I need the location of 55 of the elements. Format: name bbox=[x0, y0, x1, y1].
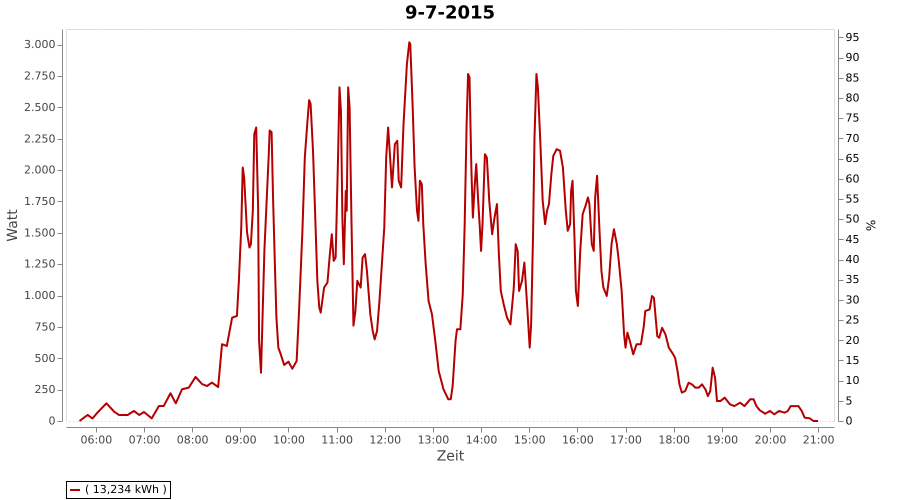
x-axis-title: Zeit bbox=[436, 448, 465, 464]
y-tick-label: 2.250 bbox=[24, 132, 56, 146]
y2-tick-label: 10 bbox=[846, 374, 860, 388]
y-tick-label: 1.500 bbox=[24, 226, 56, 240]
x-tick-label: 12:00 bbox=[369, 434, 402, 446]
x-tick-label: 13:00 bbox=[418, 434, 450, 446]
y2-tick-label: 5 bbox=[846, 394, 852, 408]
y-tick-label: 250 bbox=[34, 383, 56, 396]
y-tick-label: 1.250 bbox=[24, 258, 56, 271]
y2-tick-label: 35 bbox=[846, 273, 860, 286]
x-tick-label: 20:00 bbox=[754, 434, 786, 446]
x-tick-label: 09:00 bbox=[224, 434, 257, 446]
y-axis-title: Watt bbox=[5, 208, 22, 242]
x-tick-label: 16:00 bbox=[562, 434, 594, 446]
x-tick-label: 10:00 bbox=[273, 434, 305, 446]
y2-tick-label: 25 bbox=[846, 314, 860, 327]
x-tick-label: 21:00 bbox=[802, 434, 834, 446]
y-tick-label: 2.750 bbox=[24, 70, 56, 83]
y2-tick-label: 0 bbox=[846, 414, 852, 428]
legend-label: ( 13,234 kWh ) bbox=[85, 483, 167, 496]
y-tick-label: 500 bbox=[34, 352, 56, 365]
y2-tick-label: 85 bbox=[846, 71, 860, 84]
y2-tick-label: 90 bbox=[846, 51, 860, 64]
y2-tick-label: 30 bbox=[846, 293, 860, 306]
y2-tick-label: 50 bbox=[846, 212, 860, 226]
line-series bbox=[78, 41, 820, 422]
y2-tick-label: 60 bbox=[846, 172, 860, 186]
y2-tick-label: 95 bbox=[846, 30, 860, 44]
y-tick-label: 3.000 bbox=[24, 38, 56, 52]
x-tick-label: 14:00 bbox=[466, 434, 498, 446]
y2-tick-label: 40 bbox=[846, 253, 860, 266]
y2-tick-label: 80 bbox=[846, 92, 860, 105]
x-tick-label: 06:00 bbox=[80, 434, 112, 446]
x-tick-label: 18:00 bbox=[658, 434, 690, 446]
x-tick-label: 19:00 bbox=[706, 434, 738, 446]
chart-title: 9-7-2015 bbox=[404, 2, 496, 24]
y2-tick-label: 70 bbox=[846, 132, 860, 145]
y2-tick-label: 45 bbox=[846, 232, 860, 246]
x-tick-label: 15:00 bbox=[514, 434, 546, 446]
x-tick-label: 17:00 bbox=[610, 434, 642, 446]
y2-tick-label: 55 bbox=[846, 192, 860, 206]
y2-tick-label: 20 bbox=[846, 334, 860, 347]
y-tick-label: 2.000 bbox=[24, 164, 56, 177]
y2-tick-label: 15 bbox=[846, 354, 860, 367]
x-tick-label: 11:00 bbox=[321, 434, 353, 446]
x-tick-label: 07:00 bbox=[128, 434, 160, 446]
y-tick-label: 0 bbox=[48, 414, 56, 428]
y2-tick-label: 65 bbox=[846, 152, 860, 166]
y2-tick-label: 75 bbox=[846, 112, 860, 125]
y-tick-label: 1.750 bbox=[24, 194, 56, 208]
x-tick-label: 08:00 bbox=[176, 434, 209, 446]
y-tick-label: 2.500 bbox=[24, 100, 56, 114]
y2-axis-title: % bbox=[863, 220, 878, 232]
y-tick-label: 1.000 bbox=[24, 289, 56, 302]
y-tick-label: 750 bbox=[34, 320, 56, 334]
